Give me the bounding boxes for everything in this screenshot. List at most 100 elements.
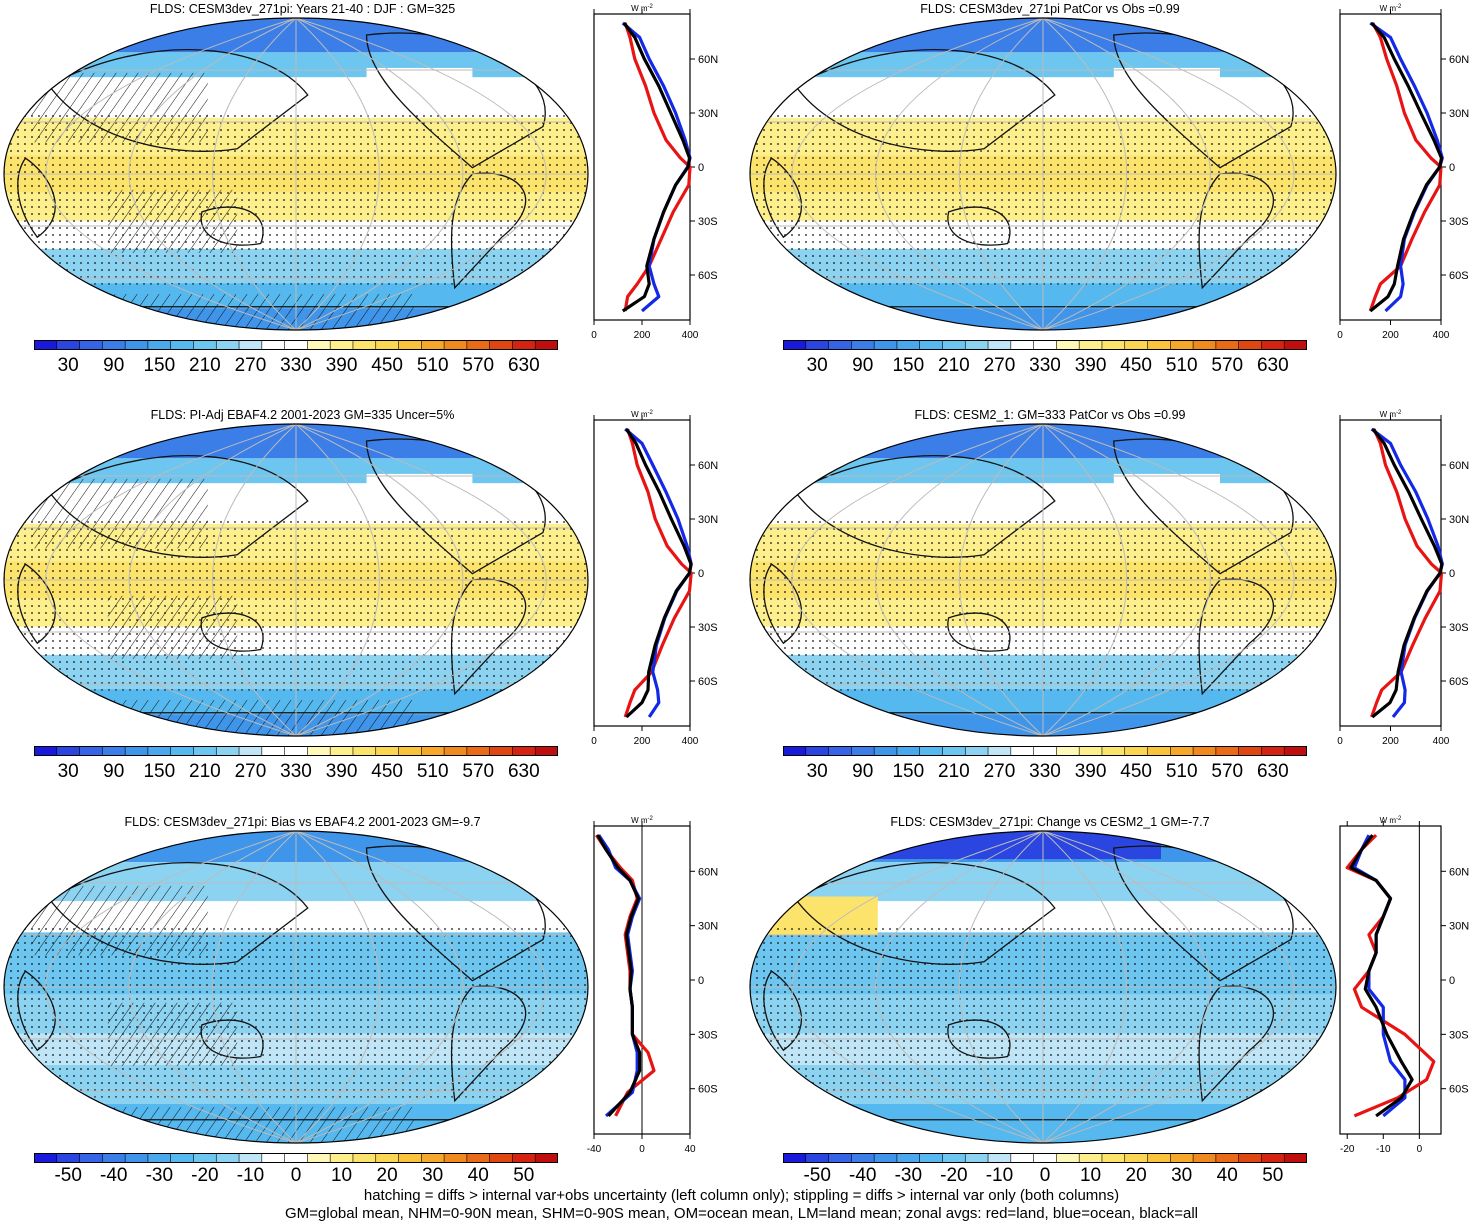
y-tick-label: 30N (1449, 514, 1469, 526)
colorbar-tick-label: -30 (145, 1165, 174, 1186)
hatching (107, 595, 238, 659)
graticule-meridian (875, 424, 1044, 736)
colorbar-swatch (1079, 1153, 1103, 1163)
y-tick-label: 0 (1449, 975, 1455, 987)
colorbar-swatch (307, 746, 331, 756)
colorbar-tick-label: 330 (1029, 761, 1061, 782)
y-tick-label: 30N (1449, 108, 1469, 120)
colorbar-tick-label: 40 (467, 1165, 489, 1186)
colorbar-swatch (1284, 340, 1307, 350)
colorbar-tick-label: 150 (143, 761, 176, 782)
series-black (1369, 21, 1444, 313)
hatching (31, 478, 208, 549)
colorbar-swatch (352, 746, 377, 756)
colorbar-swatch (896, 340, 921, 350)
colorbar-tick-label: 450 (1120, 761, 1152, 782)
colorbar-tick-label: 40 (1216, 1165, 1238, 1186)
hatching (107, 189, 238, 253)
colorbar-swatch (512, 1153, 536, 1163)
colorbar-swatch (919, 1153, 943, 1163)
colorbar-swatch (352, 1153, 377, 1163)
y-tick-label: 30S (698, 1029, 718, 1041)
colorbar-swatch (444, 746, 468, 756)
colorbar-swatch (1056, 1153, 1080, 1163)
colorbar-swatch (874, 340, 898, 350)
colorbar-swatch (489, 746, 513, 756)
zonal-mean-plot-6: 60N 30N 0 30S 60S -20 -10 0 W m-2 (1339, 816, 1469, 1155)
x-tick-label: 0 (1337, 330, 1343, 341)
map-panel-4 (749, 423, 1337, 737)
colorbar-swatch (330, 746, 354, 756)
graticule-meridian (295, 831, 464, 1143)
colorbar-tick-label: 270 (234, 761, 267, 782)
colorbar-swatch (330, 340, 354, 350)
colorbar-swatch (1147, 340, 1171, 350)
colorbar-tick-label: 630 (1256, 761, 1289, 782)
panel-title-4: FLDS: CESM2_1: GM=333 PatCor vs Obs =0.9… (914, 408, 1186, 422)
colorbar-tick-label: 150 (892, 761, 925, 782)
colorbar-2 (783, 340, 1307, 350)
colorbar-tick-label: 570 (1211, 761, 1244, 782)
zonal-plot-frame (593, 419, 691, 727)
colorbar-swatch (1101, 746, 1126, 756)
y-tick-label: 60N (698, 866, 718, 878)
y-tick-label: 0 (698, 162, 704, 174)
colorbar-tick-label: 390 (325, 355, 358, 376)
graticule-meridian (958, 424, 1044, 736)
series-black (625, 428, 693, 719)
colorbar-tick-label: 450 (371, 355, 403, 376)
colorbar-swatch (125, 1153, 149, 1163)
colorbar-swatch (398, 746, 422, 756)
colorbar-swatch (466, 1153, 491, 1163)
graticule-meridian (45, 424, 297, 736)
colorbar-swatch (1261, 1153, 1285, 1163)
graticule-meridian (212, 424, 297, 736)
colorbar-swatch (102, 1153, 126, 1163)
colorbar-swatch (1010, 746, 1035, 756)
colorbar-tick-label: 10 (1079, 1165, 1102, 1186)
colorbar-swatch (1101, 340, 1126, 350)
colorbar-swatch (398, 1153, 422, 1163)
colorbar-swatch (79, 340, 103, 350)
colorbar-tick-label: 270 (983, 761, 1016, 782)
panel-title-3: FLDS: PI-Adj EBAF4.2 2001-2023 GM=335 Un… (150, 408, 455, 422)
y-tick-label: 60S (698, 676, 718, 688)
colorbar-tick-label: 30 (806, 355, 828, 376)
colorbar-swatch (851, 340, 875, 350)
colorbar-swatch (1215, 1153, 1240, 1163)
colorbar-labels-4: 30 90 150 210 270 330 390 450 510 570 630 (783, 761, 1307, 785)
colorbar-swatch (170, 1153, 194, 1163)
colorbar-tick-label: -30 (894, 1165, 923, 1186)
map-region (366, 67, 473, 112)
colorbar-swatch (330, 1153, 354, 1163)
map-region (750, 831, 1161, 860)
graticule-meridian (45, 831, 297, 1143)
colorbar-swatch (261, 340, 286, 350)
y-tick-label: 60N (698, 54, 718, 66)
graticule-meridian (128, 18, 297, 330)
colorbar-swatch (1215, 746, 1240, 756)
map-border (3, 17, 589, 331)
y-tick-label: 60N (1449, 54, 1469, 66)
unit-label: W m-2 (1380, 410, 1402, 419)
colorbar-swatch (261, 1153, 286, 1163)
y-tick-label: 60S (1449, 270, 1469, 282)
colorbar-swatch (1056, 340, 1080, 350)
colorbar-swatch (375, 1153, 400, 1163)
colorbar-tick-label: -10 (985, 1165, 1014, 1186)
colorbar-tick-label: 390 (325, 761, 358, 782)
colorbar-tick-label: 150 (143, 355, 176, 376)
map-panel-2 (749, 17, 1337, 331)
x-tick-label: 400 (682, 330, 699, 341)
colorbar-swatch (102, 746, 126, 756)
colorbar-tick-label: 510 (416, 761, 449, 782)
colorbar-tick-label: 570 (462, 355, 495, 376)
graticule-meridian (1042, 424, 1128, 736)
colorbar-tick-label: 90 (103, 761, 125, 782)
series-black (621, 22, 692, 313)
colorbar-swatch (352, 340, 377, 350)
unit-label: W m-2 (1380, 816, 1402, 825)
unit-label: W m-2 (631, 816, 653, 825)
colorbar-swatch (988, 1153, 1012, 1163)
unit-label: W m-2 (1380, 4, 1402, 13)
